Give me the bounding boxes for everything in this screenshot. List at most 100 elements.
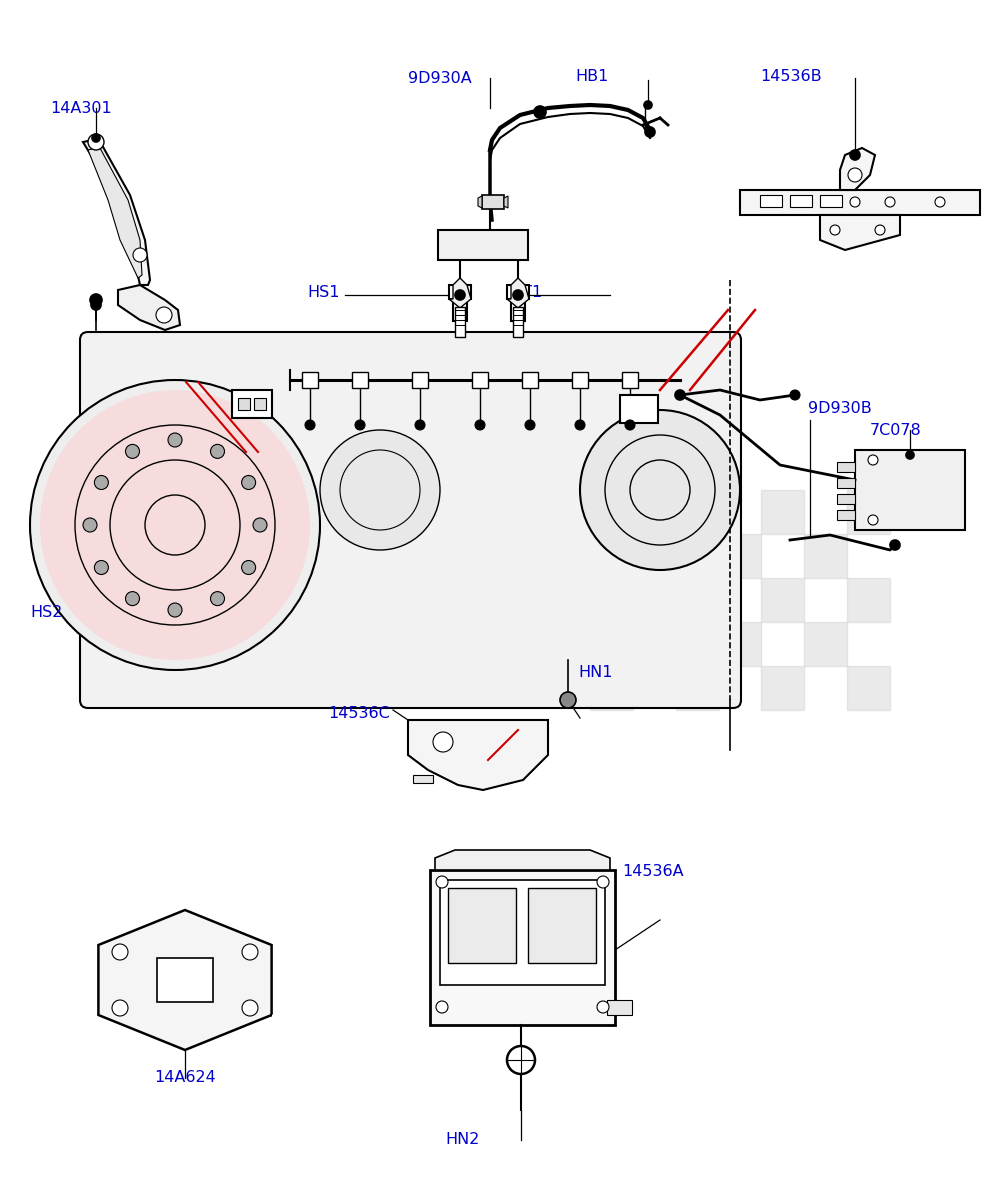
Circle shape (133, 248, 147, 262)
Bar (854, 450, 964, 530)
Circle shape (525, 420, 534, 430)
Text: HN2: HN2 (446, 1133, 480, 1147)
Bar (760, 490, 804, 534)
Text: 7C078: 7C078 (869, 422, 921, 438)
Bar (836, 494, 854, 504)
Text: HT1: HT1 (510, 284, 541, 300)
Bar (522, 372, 537, 388)
Circle shape (95, 475, 108, 490)
Polygon shape (118, 286, 179, 330)
Bar (760, 578, 804, 622)
Bar (789, 196, 811, 208)
Circle shape (242, 475, 255, 490)
Circle shape (242, 1000, 257, 1016)
Circle shape (414, 420, 425, 430)
Bar (632, 622, 675, 666)
Circle shape (436, 1001, 448, 1013)
Bar (481, 196, 504, 209)
Circle shape (210, 592, 224, 606)
Circle shape (319, 430, 440, 550)
Bar (819, 196, 841, 208)
Text: 9D930B: 9D930B (808, 401, 871, 415)
Circle shape (875, 226, 884, 235)
Circle shape (455, 290, 464, 300)
Bar (352, 372, 368, 388)
Bar (471, 372, 487, 388)
Polygon shape (819, 215, 899, 250)
Bar (448, 888, 516, 962)
Circle shape (95, 560, 108, 575)
Bar (621, 372, 637, 388)
Bar (157, 958, 213, 1002)
Circle shape (513, 290, 523, 300)
Circle shape (168, 433, 181, 448)
Circle shape (674, 390, 684, 400)
Circle shape (156, 307, 172, 323)
Circle shape (575, 420, 585, 430)
Bar (619, 395, 658, 424)
Circle shape (934, 197, 944, 208)
Circle shape (125, 444, 139, 458)
Bar (846, 490, 889, 534)
Polygon shape (83, 138, 150, 286)
Bar (590, 490, 632, 534)
Bar (675, 578, 718, 622)
Bar (232, 390, 272, 418)
Bar (449, 286, 470, 299)
Circle shape (305, 420, 315, 430)
Circle shape (580, 410, 740, 570)
Text: 14A301: 14A301 (50, 101, 111, 115)
Text: HS1: HS1 (308, 284, 339, 300)
Bar (453, 299, 466, 322)
Circle shape (91, 300, 101, 310)
Circle shape (597, 876, 608, 888)
Bar (590, 578, 632, 622)
Text: HS2: HS2 (30, 605, 62, 619)
Circle shape (507, 1046, 534, 1074)
Circle shape (889, 540, 899, 550)
Bar (675, 666, 718, 710)
Circle shape (849, 197, 859, 208)
Circle shape (242, 944, 257, 960)
Text: 14536B: 14536B (759, 68, 820, 84)
Circle shape (847, 168, 861, 182)
Bar (846, 666, 889, 710)
Circle shape (92, 134, 100, 142)
Circle shape (252, 518, 267, 532)
Polygon shape (99, 910, 271, 1050)
Bar (507, 286, 528, 299)
Circle shape (559, 692, 576, 708)
Polygon shape (507, 278, 528, 308)
Circle shape (111, 1000, 128, 1016)
Circle shape (829, 226, 839, 235)
Bar (438, 230, 528, 260)
Circle shape (125, 592, 139, 606)
Bar (528, 888, 596, 962)
Circle shape (355, 420, 365, 430)
Bar (513, 307, 523, 337)
Text: 14536A: 14536A (621, 864, 683, 880)
Bar (632, 534, 675, 578)
Circle shape (80, 460, 290, 670)
Polygon shape (435, 850, 609, 870)
Polygon shape (477, 196, 481, 208)
Circle shape (624, 420, 634, 430)
Bar (675, 490, 718, 534)
Circle shape (210, 444, 224, 458)
Polygon shape (88, 148, 142, 278)
Circle shape (111, 944, 128, 960)
Bar (804, 622, 846, 666)
Circle shape (40, 390, 310, 660)
Circle shape (533, 106, 545, 118)
Polygon shape (407, 720, 547, 790)
Circle shape (436, 876, 448, 888)
Circle shape (849, 150, 859, 160)
Bar (412, 775, 433, 782)
Bar (760, 666, 804, 710)
Circle shape (905, 451, 913, 460)
Bar (836, 510, 854, 520)
Bar (759, 196, 781, 208)
Polygon shape (504, 196, 508, 208)
Circle shape (867, 515, 878, 526)
Circle shape (30, 380, 319, 670)
